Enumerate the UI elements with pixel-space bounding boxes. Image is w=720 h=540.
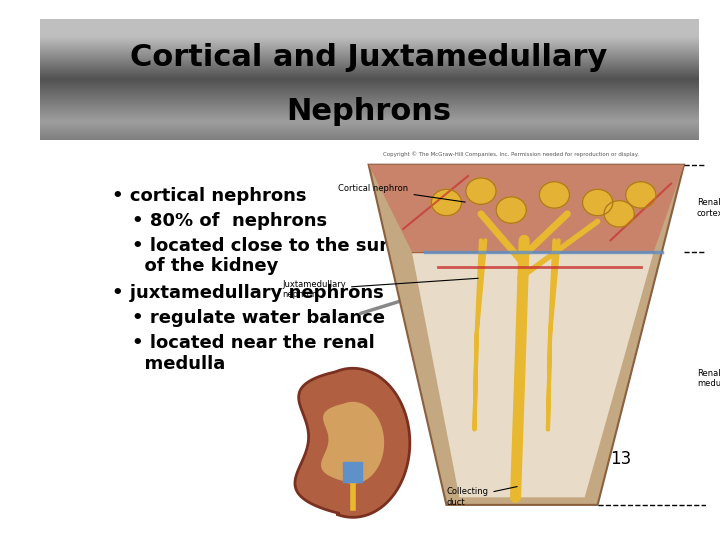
Text: • 80% of  nephrons: • 80% of nephrons [132,212,327,230]
Text: • regulate water balance: • regulate water balance [132,309,385,327]
Circle shape [431,189,462,215]
Text: Nephrons: Nephrons [287,97,451,126]
Polygon shape [369,165,684,252]
Text: Renal
cortex: Renal cortex [697,199,720,218]
Text: of the kidney: of the kidney [132,258,278,275]
Text: • cortical nephrons: • cortical nephrons [112,187,307,205]
Circle shape [539,181,570,208]
Polygon shape [321,402,384,484]
Text: 13: 13 [610,450,631,468]
Polygon shape [295,368,410,517]
Text: medulla: medulla [132,355,225,373]
Text: Renal
medulla: Renal medulla [697,369,720,388]
Text: Cortical nephron: Cortical nephron [338,184,465,202]
Text: Copyright © The McGraw-Hill Companies, Inc. Permission needed for reproduction o: Copyright © The McGraw-Hill Companies, I… [383,151,639,157]
Polygon shape [412,252,654,497]
Circle shape [626,181,656,208]
Circle shape [604,200,634,227]
Text: • juxtamedullary nephrons: • juxtamedullary nephrons [112,285,384,302]
Text: Cortical and Juxtamedullary: Cortical and Juxtamedullary [130,43,608,72]
Polygon shape [369,165,684,505]
Circle shape [496,197,526,223]
Text: • located near the renal: • located near the renal [132,334,374,353]
Text: Juxtamedullary
nephron: Juxtamedullary nephron [282,278,478,299]
Text: Collecting
duct: Collecting duct [446,487,517,507]
Bar [343,462,362,482]
Circle shape [466,178,496,204]
Circle shape [582,189,613,215]
Text: • located close to the surface: • located close to the surface [132,237,431,255]
